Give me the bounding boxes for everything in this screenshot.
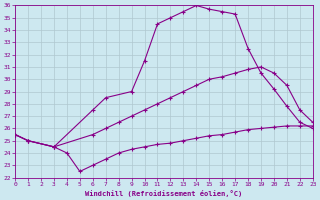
X-axis label: Windchill (Refroidissement éolien,°C): Windchill (Refroidissement éolien,°C) xyxy=(85,190,243,197)
